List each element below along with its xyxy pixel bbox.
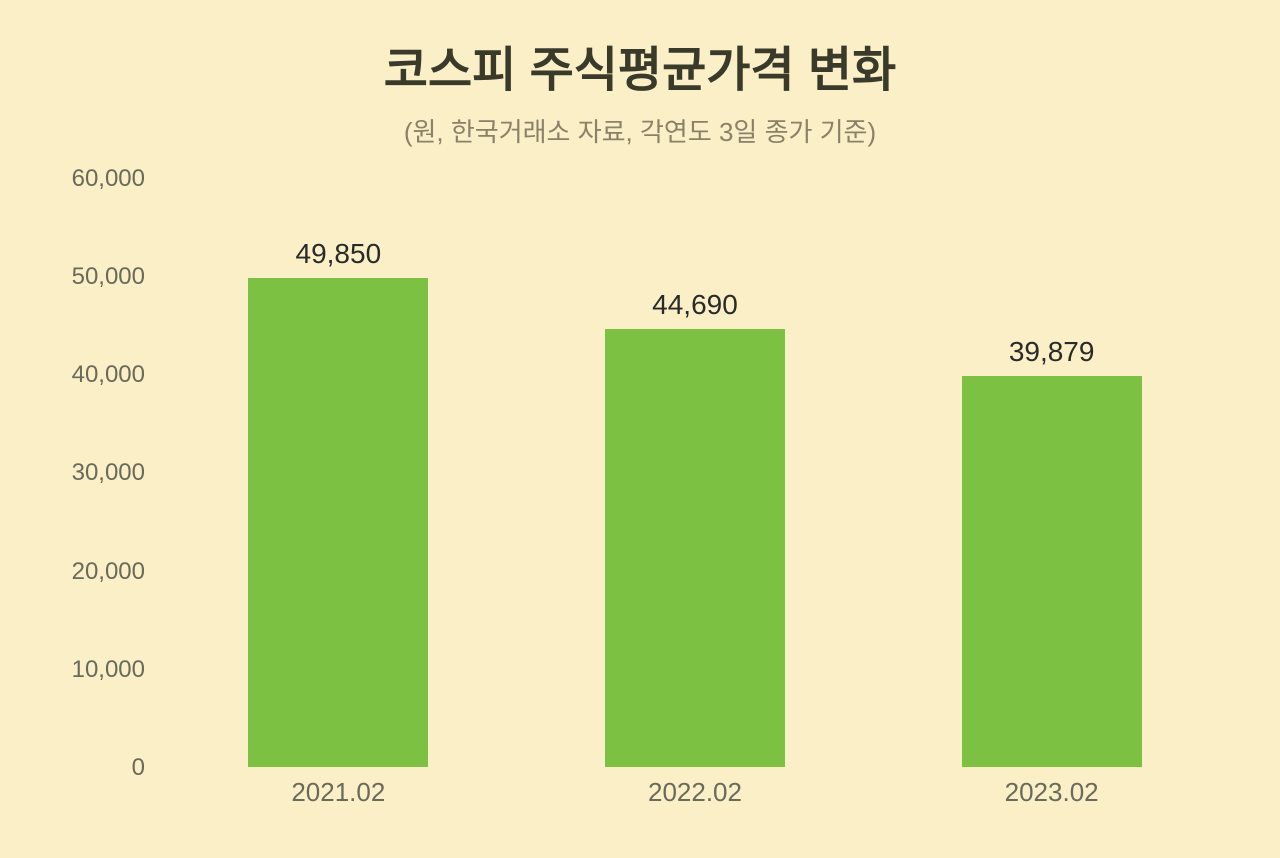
y-axis: 60,000 50,000 40,000 30,000 20,000 10,00… [50,179,160,818]
plot-area: 60,000 50,000 40,000 30,000 20,000 10,00… [50,179,1230,818]
chart-title: 코스피 주식평균가격 변화 [50,30,1230,100]
x-tick-label: 2021.02 [248,777,428,808]
bar-group: 49,850 [248,238,428,767]
bar [248,278,428,767]
x-tick-label: 2023.02 [962,777,1142,808]
bars-wrapper: 49,850 44,690 39,879 [160,179,1230,767]
bar-value-label: 44,690 [652,289,738,321]
bar [962,376,1142,767]
chart-subtitle: (원, 한국거래소 자료, 각연도 3일 종가 기준) [50,112,1230,149]
x-tick-label: 2022.02 [605,777,785,808]
bar-value-label: 49,850 [296,238,382,270]
bar-group: 39,879 [962,336,1142,767]
x-axis: 2021.02 2022.02 2023.02 [160,767,1230,817]
bars-region: 49,850 44,690 39,879 2021.02 2022.02 202… [160,179,1230,818]
bar-group: 44,690 [605,289,785,767]
bar-value-label: 39,879 [1009,336,1095,368]
bar [605,329,785,767]
chart-container: 코스피 주식평균가격 변화 (원, 한국거래소 자료, 각연도 3일 종가 기준… [0,0,1280,858]
